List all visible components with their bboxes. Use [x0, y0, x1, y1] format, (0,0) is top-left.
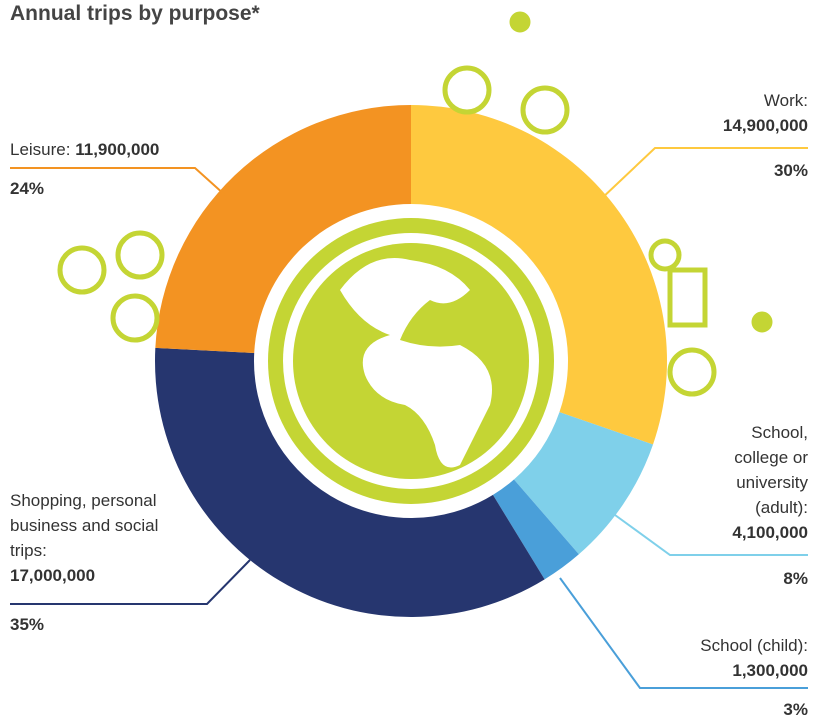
category-label: Work:: [763, 91, 808, 110]
value-label: 17,000,000: [10, 566, 96, 585]
label: Work: 14,900,000: [658, 88, 808, 138]
leader-lines: [10, 147, 808, 689]
continents: [340, 258, 492, 468]
category-label: School, college or university (adult):: [734, 423, 808, 517]
donut-segment: [411, 105, 667, 445]
percent-label: 24%: [10, 179, 45, 198]
category-label: School (child):: [700, 636, 808, 655]
percent-label: 8%: [783, 569, 808, 588]
donut-segment: [513, 412, 654, 555]
donut-segment: [492, 479, 579, 580]
label: School (child): 1,300,000: [648, 633, 808, 683]
percent-label: 35%: [10, 615, 45, 634]
label: Leisure: 11,900,000: [10, 137, 230, 162]
category-label: Leisure:: [10, 140, 71, 159]
chart-title: Annual trips by purpose*: [10, 2, 260, 25]
label: Shopping, personal business and social t…: [10, 488, 190, 588]
value-label: 14,900,000: [722, 116, 808, 135]
category-label: Shopping, personal business and social t…: [10, 491, 159, 560]
value-label: 1,300,000: [732, 661, 808, 680]
value-label: 4,100,000: [732, 523, 808, 542]
value-label: 11,900,000: [75, 140, 160, 159]
percent-label: 3%: [783, 700, 808, 719]
label: School, college or university (adult): 4…: [708, 420, 808, 545]
percent-label: 30%: [773, 161, 808, 180]
donut: [154, 105, 667, 618]
donut-segment: [155, 105, 411, 353]
donut-segment: [154, 347, 545, 618]
cyclist-icons: [57, 11, 773, 397]
